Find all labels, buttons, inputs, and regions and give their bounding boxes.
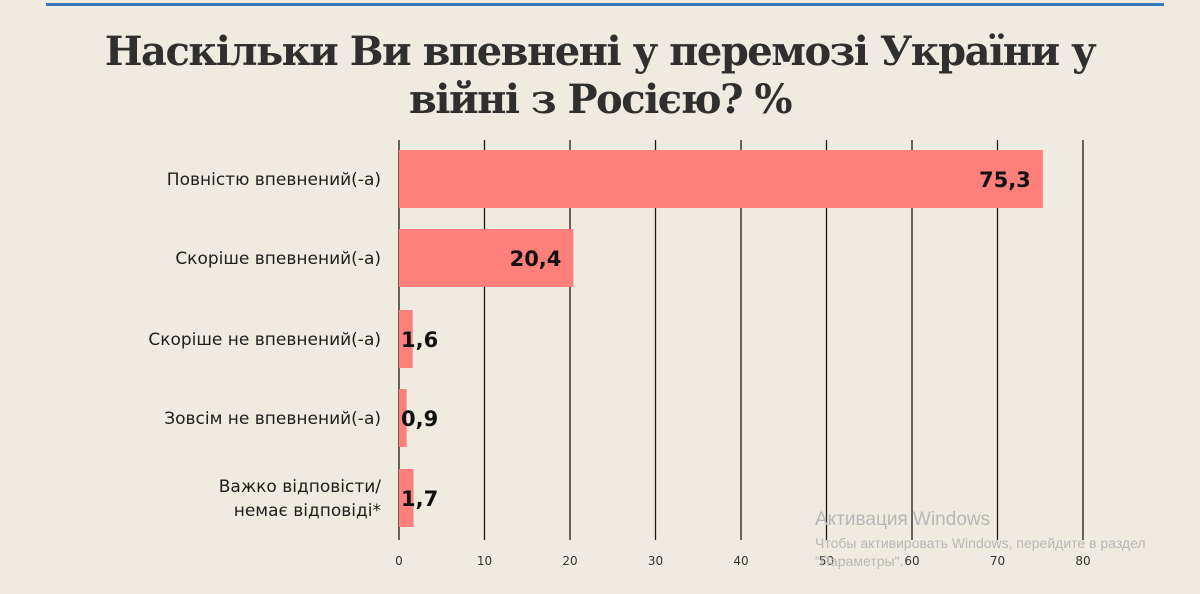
chart-title-line-1: Наскільки Ви впевнені у перемозі України… [104,28,1097,75]
value-label-1: 75,3 [979,168,1031,192]
chart-title-line-2: війні з Росією? % [408,76,793,123]
value-label-2: 20,4 [510,247,562,271]
category-label-5-line-1: Важко відповісти/ [219,477,382,497]
category-label-3: Скоріше не впевнений(-а) [148,330,381,350]
value-label-3: 1,6 [401,328,438,352]
bar-2 [399,229,574,287]
x-tick-label-20: 20 [562,554,577,568]
bar-4 [399,389,407,447]
category-label-2: Скоріше впевнений(-а) [175,249,381,269]
category-label-5-line-2: немає відповіді* [234,501,381,521]
bar-5 [399,469,414,527]
watermark-subtitle: Чтобы активировать Windows, перейдите в … [815,535,1146,569]
windows-activation-watermark: Активация Windows Чтобы активировать Win… [815,509,1175,570]
x-tick-label-0: 0 [395,554,403,568]
bars [399,150,1043,527]
x-tick-label-50: 50 [819,554,834,568]
value-label-5: 1,7 [401,487,438,511]
x-tick-label-70: 70 [990,554,1005,568]
labels: 0 10 20 30 40 50 60 70 80 75,3 Повністю впевнений(… [148,168,1090,568]
value-label-4: 0,9 [401,407,438,431]
x-tick-label-80: 80 [1075,554,1090,568]
x-tick-label-10: 10 [477,554,492,568]
x-tick-label-60: 60 [904,554,919,568]
bar-3 [399,310,413,368]
top-accent-rule [46,3,1164,6]
category-label-4: Зовсім не впевнений(-а) [164,409,381,429]
bar-1 [399,150,1043,208]
category-label-1: Повністю впевнений(-а) [167,170,381,190]
chart-title: Наскільки Ви впевнені у перемозі України… [0,28,1200,124]
watermark-title: Активация Windows [815,509,991,530]
x-tick-label-40: 40 [733,554,748,568]
x-tick-label-30: 30 [648,554,663,568]
